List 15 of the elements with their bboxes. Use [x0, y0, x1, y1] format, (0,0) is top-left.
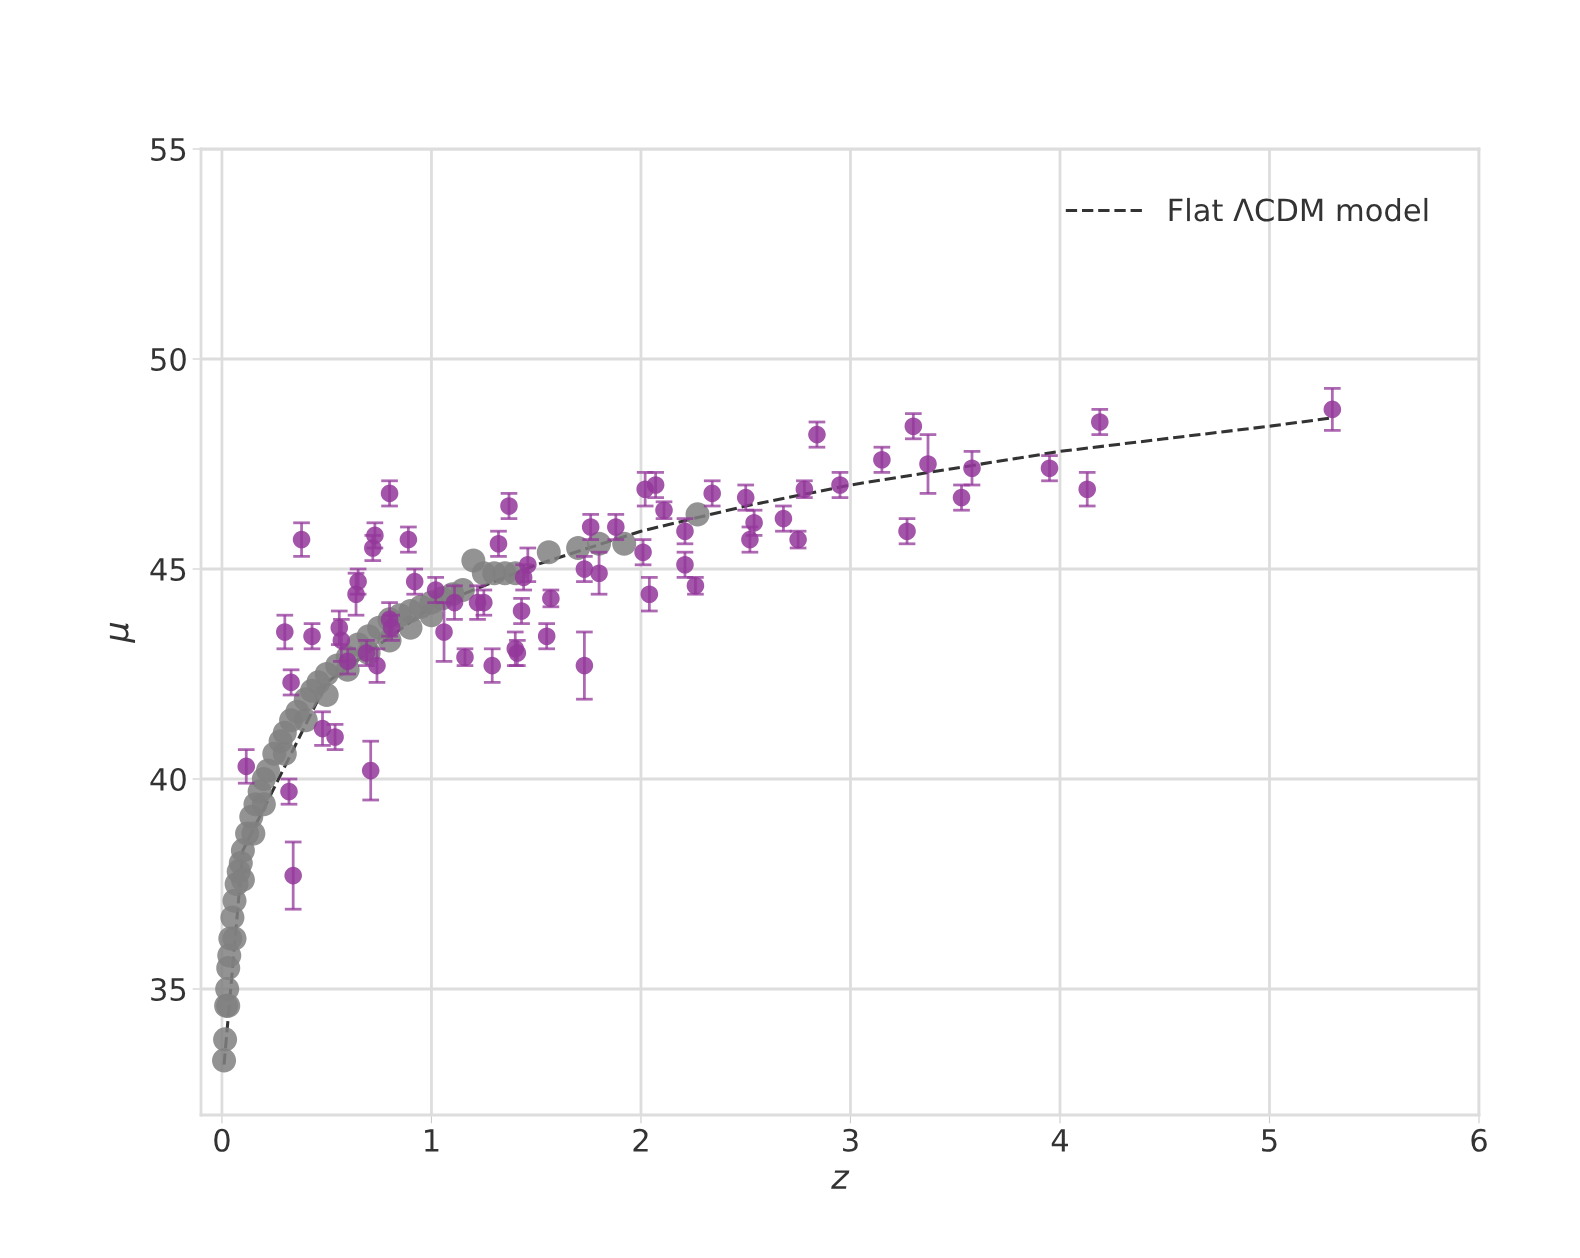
x-tick-label: 0 — [214, 1128, 230, 1152]
x-tick-label: 4 — [1051, 1129, 1068, 1152]
x-axis-title: z — [831, 1170, 850, 1189]
x-tick-label: 5 — [1262, 1129, 1277, 1152]
legend-label: Flat ΛCDM model — [1169, 197, 1428, 222]
y-tick-label: 50 — [151, 347, 186, 372]
x-tick-label: 2 — [633, 1128, 648, 1152]
y-tick-label: 45 — [150, 558, 186, 582]
y-axis-title: μ — [109, 622, 136, 644]
x-tick-label: 3 — [843, 1128, 858, 1152]
y-tick-label: 55 — [151, 138, 186, 162]
y-tick-label: 35 — [151, 977, 186, 1002]
y-tick-label: 40 — [150, 767, 186, 792]
x-tick-label: 6 — [1471, 1128, 1487, 1152]
x-tick-label: 1 — [425, 1129, 439, 1152]
